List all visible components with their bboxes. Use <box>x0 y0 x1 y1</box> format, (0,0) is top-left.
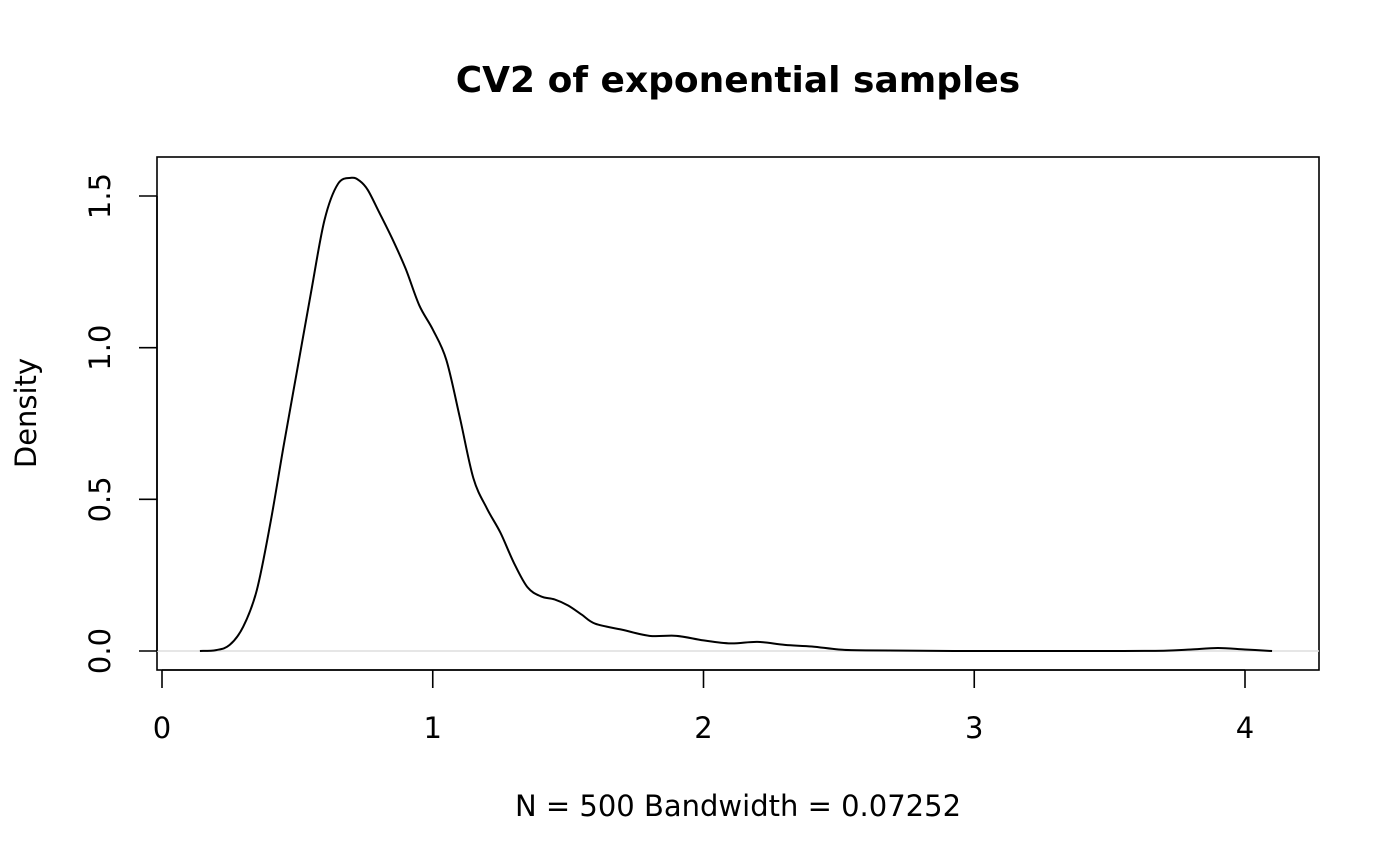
x-tick-label: 3 <box>965 711 983 745</box>
y-tick-label: 0.0 <box>83 628 117 674</box>
x-tick-label: 1 <box>424 711 442 745</box>
x-axis-label: N = 500 Bandwidth = 0.07252 <box>515 789 961 823</box>
y-tick-label: 0.5 <box>83 476 117 522</box>
y-tick-label: 1.5 <box>83 173 117 219</box>
y-axis: 0.0 0.5 1.0 1.5 <box>83 173 158 674</box>
chart-title: CV2 of exponential samples <box>456 60 1021 101</box>
y-axis-label: Density <box>9 358 43 468</box>
series-layer <box>199 176 1273 653</box>
x-tick-label: 4 <box>1236 711 1254 745</box>
x-tick-label: 2 <box>694 711 712 745</box>
x-axis: 0 1 2 3 4 <box>153 669 1254 745</box>
x-tick-label: 0 <box>153 711 171 745</box>
y-tick-label: 1.0 <box>83 325 117 371</box>
density-curve <box>199 176 1273 653</box>
